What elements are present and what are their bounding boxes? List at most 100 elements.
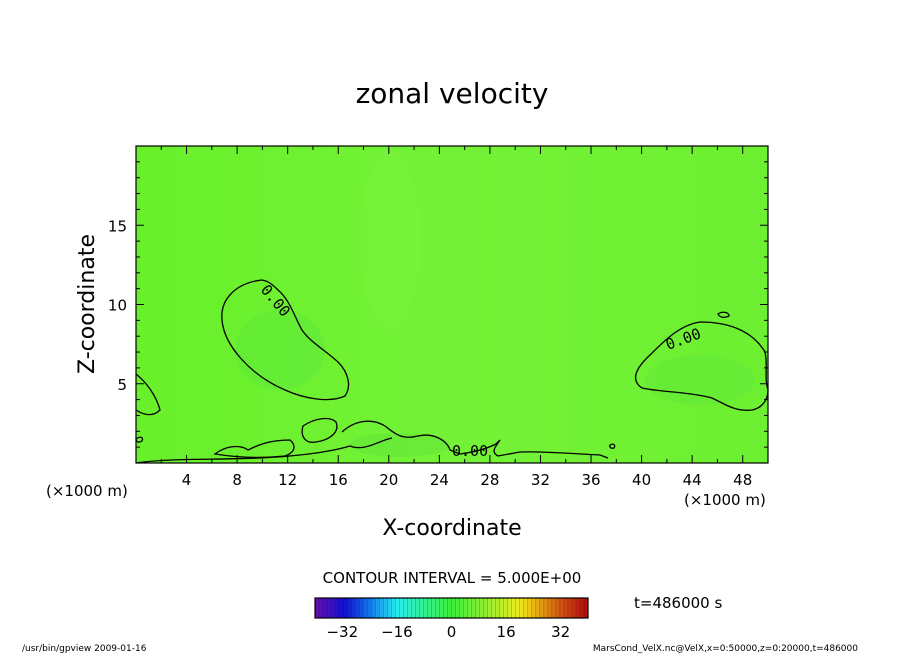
- colorbar-cell: [563, 598, 569, 618]
- colorbar-cell: [551, 598, 557, 618]
- colorbar-cell: [455, 598, 460, 618]
- colorbar-cell: [427, 598, 432, 618]
- colorbar-tick-label: 16: [497, 623, 516, 641]
- colorbar-cell: [467, 598, 472, 618]
- colorbar-cell: [367, 598, 372, 618]
- colorbar-cell: [387, 598, 392, 618]
- chart-title: zonal velocity: [356, 77, 549, 110]
- colorbar: [314, 598, 589, 618]
- colorbar-cell: [335, 598, 340, 618]
- colorbar-cell: [423, 598, 428, 618]
- negative-pocket: [350, 433, 450, 457]
- colorbar-cell: [415, 598, 420, 618]
- colorbar-cell: [567, 598, 573, 618]
- negative-pocket: [645, 355, 755, 405]
- footer-left: /usr/bin/gpview 2009-01-16: [22, 644, 147, 654]
- x-tick-label: 32: [531, 471, 550, 489]
- contour-line: [135, 437, 393, 464]
- x-tick-label: 4: [182, 471, 192, 489]
- colorbar-cell: [499, 598, 505, 618]
- colorbar-tick-label: −16: [381, 623, 413, 641]
- colorbar-cell: [407, 598, 412, 618]
- colorbar-cell: [399, 598, 404, 618]
- x-tick-label: 36: [581, 471, 600, 489]
- colorbar-tick-label: 32: [551, 623, 570, 641]
- colorbar-cell: [351, 598, 356, 618]
- colorbar-cell: [523, 598, 529, 618]
- colorbar-cell: [339, 598, 344, 618]
- colorbar-cell: [315, 598, 320, 618]
- colorbar-cell: [375, 598, 380, 618]
- colorbar-cell: [347, 598, 352, 618]
- colorbar-cell: [531, 598, 537, 618]
- plot-area: 0.00 0.00 0.00: [135, 145, 769, 464]
- colorbar-cell: [503, 598, 509, 618]
- colorbar-cell: [323, 598, 328, 618]
- colorbar-cell: [579, 598, 585, 618]
- colorbar-cell: [403, 598, 408, 618]
- colorbar-tick-label: −32: [326, 623, 358, 641]
- colorbar-cell: [327, 598, 332, 618]
- contour-line: [609, 443, 616, 449]
- colorbar-cell: [359, 598, 364, 618]
- x-tick-label: 20: [379, 471, 398, 489]
- contour-line: [717, 311, 730, 318]
- contour-interval: CONTOUR INTERVAL = 5.000E+00: [323, 569, 582, 587]
- x-tick-label: 12: [278, 471, 297, 489]
- y-tick-label: 15: [108, 217, 127, 235]
- colorbar-cell: [363, 598, 368, 618]
- colorbar-cell: [383, 598, 388, 618]
- colorbar-cell: [479, 598, 485, 618]
- colorbar-cell: [411, 598, 416, 618]
- x-tick-label: 40: [632, 471, 651, 489]
- colorbar-cell: [555, 598, 561, 618]
- time-label: t=486000 s: [634, 594, 722, 612]
- colorbar-cell: [451, 598, 456, 618]
- colorbar-cell: [527, 598, 533, 618]
- colorbar-cell: [391, 598, 396, 618]
- colorbar-cell: [511, 598, 517, 618]
- y-axis: 5 10 15: [108, 161, 768, 448]
- colorbar-cell: [331, 598, 336, 618]
- colorbar-cell: [447, 598, 452, 618]
- colorbar-cell: [547, 598, 553, 618]
- colorbar-tick-label: 0: [447, 623, 457, 641]
- colorbar-cell: [371, 598, 376, 618]
- x-tick-label: 16: [329, 471, 348, 489]
- x-unit-right: (×1000 m): [684, 491, 766, 509]
- contour-line: [341, 420, 609, 459]
- y-axis-label: Z-coordinate: [75, 234, 100, 374]
- colorbar-cell: [571, 598, 577, 618]
- contour-line: [301, 417, 338, 443]
- colorbar-cell: [431, 598, 436, 618]
- zero-contours: [135, 279, 769, 464]
- colorbar-cell: [471, 598, 476, 618]
- colorbar-cell: [483, 598, 489, 618]
- colorbar-cell: [379, 598, 384, 618]
- colorbar-cell: [459, 598, 464, 618]
- x-axis: 4 8 12 16 20 24 28 32 36 40 44 48: [160, 146, 752, 489]
- velocity-field: [136, 146, 768, 463]
- positive-band: [360, 150, 420, 330]
- colorbar-cell: [535, 598, 541, 618]
- colorbar-cell: [559, 598, 565, 618]
- colorbar-ticks: −32 −16 0 16 32: [326, 623, 570, 641]
- colorbar-cell: [539, 598, 545, 618]
- footer-right: MarsCond_VelX.nc@VelX,x=0:50000,z=0:2000…: [593, 644, 858, 654]
- y-tick-label: 10: [108, 297, 127, 315]
- colorbar-cell: [443, 598, 448, 618]
- colorbar-cell: [463, 598, 468, 618]
- colorbar-cell: [319, 598, 324, 618]
- x-tick-label: 48: [733, 471, 752, 489]
- colorbar-cell: [519, 598, 525, 618]
- colorbar-cell: [543, 598, 549, 618]
- colorbar-cell: [487, 598, 493, 618]
- colorbar-cell: [475, 598, 481, 618]
- colorbar-cell: [491, 598, 497, 618]
- contour-line: [221, 279, 350, 401]
- x-tick-label: 24: [430, 471, 449, 489]
- colorbar-cell: [355, 598, 360, 618]
- contour-label: 0.00: [452, 442, 488, 460]
- colorbar-cell: [507, 598, 513, 618]
